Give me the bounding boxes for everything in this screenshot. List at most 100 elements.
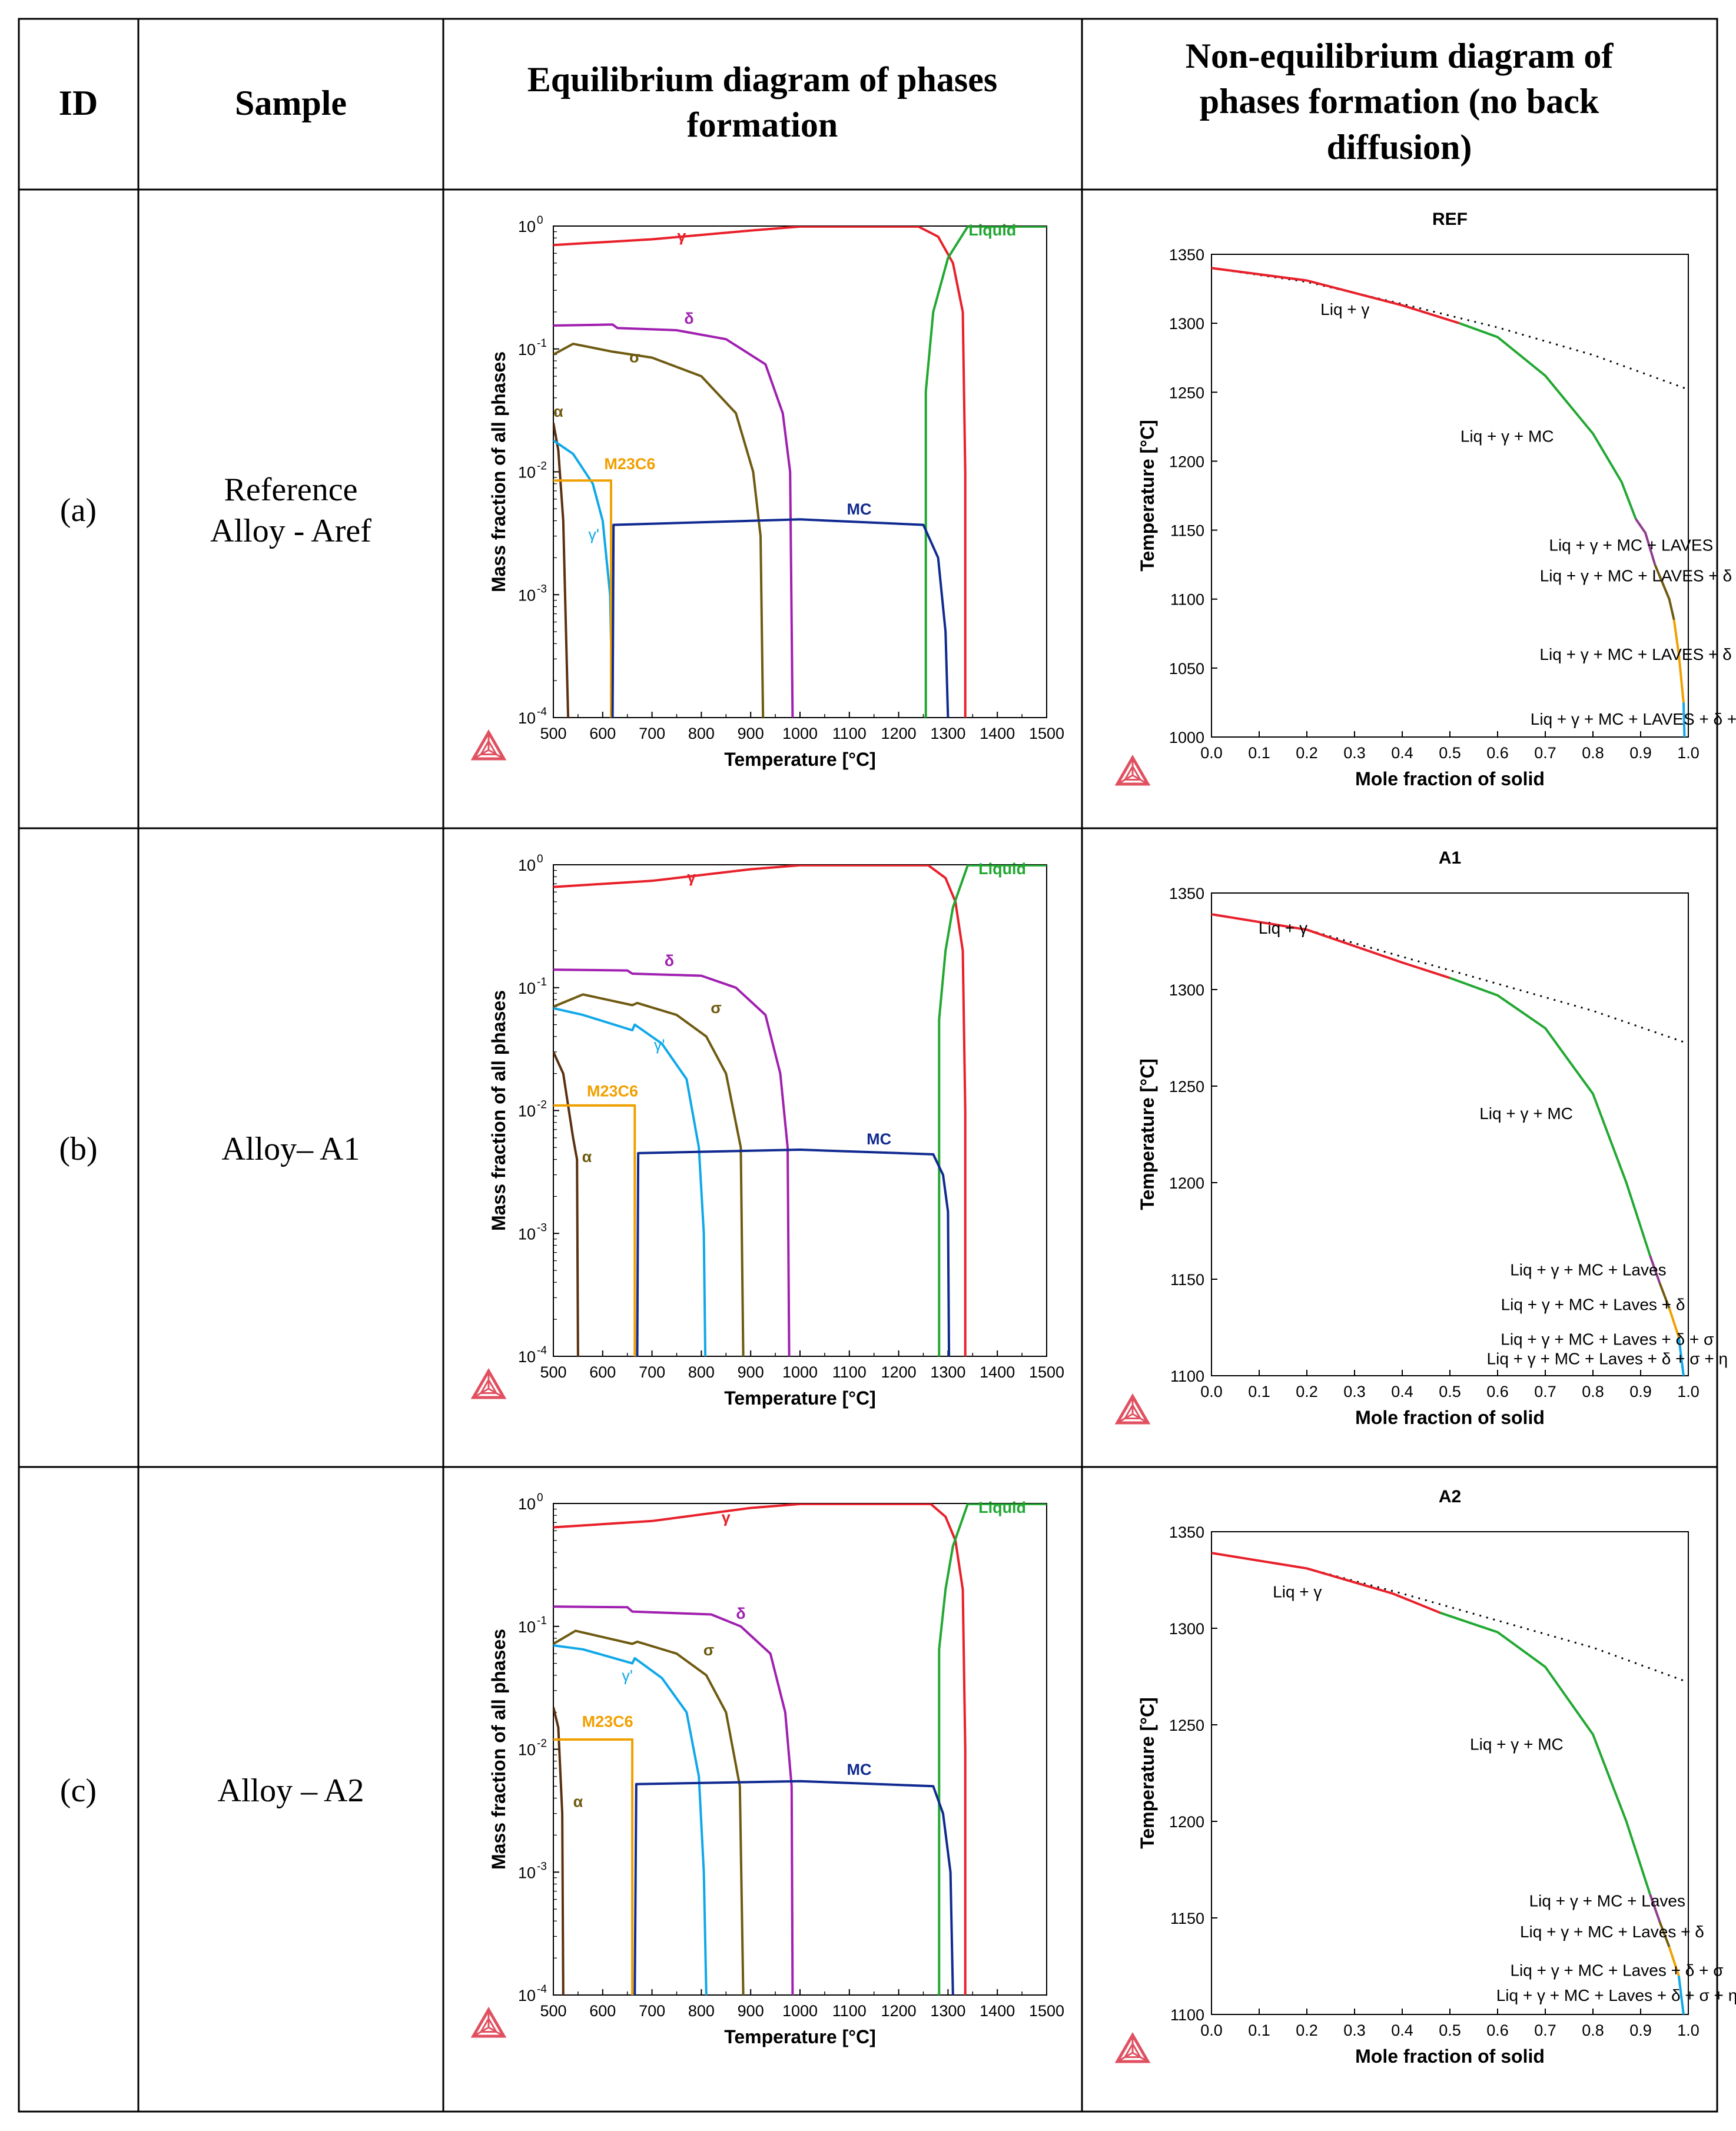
x-tick-label: 600 (589, 725, 616, 742)
thermocalc-logo-inner-icon (479, 739, 498, 755)
series-label: Liq + γ (1273, 1583, 1322, 1601)
y-tick-exponent: -4 (537, 1345, 547, 1357)
x-tick-label: 0.1 (1248, 2022, 1270, 2039)
x-axis-label: Mole fraction of solid (1355, 768, 1545, 789)
x-tick-label: 0.9 (1629, 2022, 1652, 2039)
x-tick-label: 0.9 (1629, 1383, 1652, 1400)
series-line (553, 323, 794, 718)
series-label: γ (687, 868, 696, 886)
series-label: δ (665, 952, 674, 970)
y-tick-exponent: -2 (537, 460, 547, 473)
series-label: Liq + γ + MC (1461, 427, 1554, 446)
y-tick-label: 1100 (1170, 591, 1204, 609)
y-tick-label: 10 (518, 980, 536, 997)
x-axis-label: Temperature [°C] (724, 2026, 876, 2047)
x-tick-label: 1200 (881, 725, 917, 742)
y-axis-label: Mass fraction of all phases (488, 990, 509, 1231)
thermocalc-logo-inner-icon (479, 2016, 498, 2033)
y-tick-label: 10 (518, 1987, 536, 2004)
series-label: Liq + γ + MC + Laves + δ + σ (1501, 1330, 1714, 1349)
series-line (937, 865, 1047, 1356)
x-axis-label: Temperature [°C] (724, 1388, 876, 1409)
x-tick-label: 500 (540, 725, 566, 742)
row-b-id: (b) (59, 1131, 97, 1167)
x-tick-label: 0.5 (1439, 744, 1461, 762)
y-axis-label: Temperature [°C] (1137, 1697, 1158, 1849)
series-line (1677, 1337, 1685, 1376)
thermocalc-logo-spoke-icon (1117, 1413, 1133, 1424)
series-line (1668, 1307, 1680, 1338)
x-tick-label: 0.1 (1248, 1383, 1270, 1400)
y-tick-label: 1300 (1169, 981, 1204, 999)
plot-frame (553, 1503, 1047, 1996)
series-label: Liq + γ + MC + Laves (1529, 1891, 1685, 1910)
chart-scheil-a2: 0.0 0.1 0.2 0.3 0.4 0.5 0.6 0.7 0.8 0.9 1.0 1100 115… (1114, 1487, 1736, 2067)
thermocalc-logo-spoke-icon (473, 2026, 489, 2037)
chart-scheil-a1: 0.0 0.1 0.2 0.3 0.4 0.5 0.6 0.7 0.8 0.9 1.0 1100 115… (1114, 848, 1728, 1428)
y-tick-label: 10 (518, 1864, 536, 1881)
chart-title: A1 (1439, 848, 1461, 868)
series-group (1211, 913, 1688, 1376)
series-line (1654, 564, 1675, 620)
row-a-sample-line1: Reference (224, 472, 358, 508)
chart-equilibrium-a1: 500 600 700 800 900 1000 1100 1200 1300 1400 1500 1… (470, 853, 1064, 1409)
x-tick-label: 1100 (832, 725, 867, 742)
y-tick-label: 1000 (1169, 729, 1204, 746)
y-tick-label: 10 (518, 341, 536, 359)
x-tick-label: 0.0 (1200, 1383, 1223, 1400)
thermocalc-logo-icon (470, 729, 507, 761)
series-label: M23C6 (587, 1083, 638, 1100)
series-line (553, 968, 791, 1356)
series-line (553, 1503, 967, 1995)
thermocalc-logo-spoke-icon (473, 749, 489, 760)
chart-scheil-ref: 0.0 0.1 0.2 0.3 0.4 0.5 0.6 0.7 0.8 0.9 1.0 1000 105… (1114, 210, 1736, 789)
y-tick-exponent: -1 (537, 976, 547, 988)
chart-equilibrium-ref: 500 600 700 800 900 1000 1100 1200 1300 1400 1500 1… (470, 214, 1064, 770)
series-label: Liquid (978, 1499, 1026, 1516)
series-line (553, 1738, 634, 1995)
header-sample: Sample (235, 84, 347, 122)
series-line (1682, 702, 1686, 737)
series-label: γ' (654, 1036, 665, 1054)
y-tick-label: 10 (518, 1225, 536, 1243)
x-tick-label: 900 (738, 725, 764, 742)
header-neq-line2: phases formation (no back (1200, 82, 1599, 121)
header-eq-line2: formation (687, 105, 838, 144)
series-label: Liq + γ + MC + LAVES (1549, 536, 1713, 555)
series-label: Liq + γ (1259, 919, 1307, 937)
y-tick-label: 10 (518, 218, 536, 235)
series-line (553, 1007, 707, 1356)
x-tick-label: 1300 (930, 725, 965, 742)
series-line (1649, 1894, 1661, 1923)
x-tick-label: 0.4 (1391, 744, 1413, 762)
chart-title: REF (1432, 210, 1468, 229)
series-line (553, 1605, 794, 1995)
plot-frame (553, 864, 1047, 1357)
series-line (1635, 518, 1657, 565)
row-a-sample-line2: Alloy - Aref (210, 513, 371, 549)
y-tick-label: 10 (518, 1741, 536, 1759)
y-tick-exponent: -4 (537, 1983, 547, 1996)
thermocalc-logo-icon (1114, 1393, 1151, 1425)
x-tick-label: 0.1 (1248, 744, 1270, 762)
series-label: Liq + γ + MC + LAVES + δ (1540, 566, 1732, 585)
thermocalc-logo-spoke-icon (1132, 774, 1149, 785)
y-axis-label: Temperature [°C] (1137, 420, 1158, 572)
y-tick-label: 1200 (1169, 1813, 1204, 1831)
y-tick-label: 10 (518, 1348, 536, 1366)
x-tick-label: 0.7 (1534, 744, 1556, 762)
y-tick-label: 10 (518, 709, 536, 727)
series-label: Liq + γ + MC + Laves + δ + σ + η (1487, 1349, 1728, 1367)
x-tick-label: 0.2 (1296, 2022, 1318, 2039)
series-label: σ (711, 999, 721, 1017)
thermocalc-logo-icon (1114, 2032, 1151, 2063)
x-tick-label: 1500 (1029, 2002, 1064, 2020)
series-label: Liq + γ + MC + LAVES + δ + σ (1539, 645, 1736, 663)
chart-title: A2 (1439, 1487, 1461, 1506)
series-line (1211, 1552, 1441, 1614)
series-label: α (553, 403, 563, 420)
y-tick-label: 1250 (1169, 1078, 1204, 1096)
row-a-labels: (a) Reference Alloy - Aref (60, 472, 371, 549)
series-label: Liq + γ + MC (1479, 1104, 1573, 1123)
